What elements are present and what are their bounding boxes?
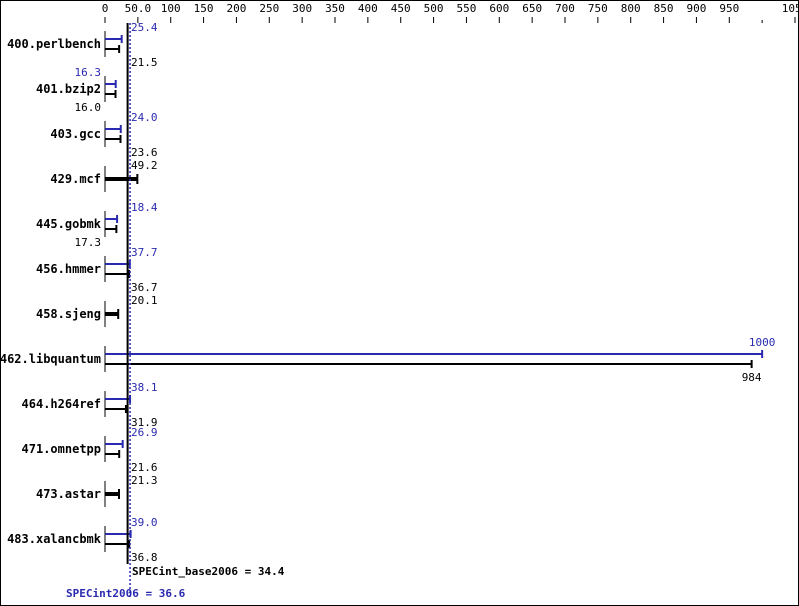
x-tick-label: 50.0 — [125, 2, 152, 15]
x-tick-label: 550 — [456, 2, 476, 15]
value-label-base: 21.6 — [131, 461, 158, 474]
x-tick-label: 850 — [654, 2, 674, 15]
value-label-peak: 39.0 — [131, 516, 158, 529]
benchmark-label: 400.perlbench — [7, 37, 101, 51]
value-label-base: 17.3 — [75, 236, 102, 249]
value-label-base: 984 — [742, 371, 762, 384]
benchmark-label: 473.astar — [36, 487, 101, 501]
x-tick-label: 150 — [194, 2, 214, 15]
benchmark-label: 429.mcf — [50, 172, 101, 186]
value-label-base: 36.7 — [131, 281, 158, 294]
x-tick-label: 450 — [391, 2, 411, 15]
value-label-base: 36.8 — [131, 551, 158, 564]
value-label-base: 16.0 — [75, 101, 102, 114]
value-label-base: 49.2 — [131, 159, 158, 172]
value-label-base: 31.9 — [131, 416, 158, 429]
x-tick-label: 300 — [292, 2, 312, 15]
benchmark-label: 458.sjeng — [36, 307, 101, 321]
value-label-base: 21.5 — [131, 56, 158, 69]
reference-label-base: SPECint_base2006 = 34.4 — [132, 565, 285, 578]
value-label-peak: 25.4 — [131, 21, 158, 34]
reference-label-peak: SPECint2006 = 36.6 — [66, 587, 186, 600]
value-label-base: 23.6 — [131, 146, 158, 159]
x-tick-label: 700 — [555, 2, 575, 15]
x-tick-label: 650 — [522, 2, 542, 15]
x-tick-label: 0 — [102, 2, 109, 15]
x-tick-label: 200 — [226, 2, 246, 15]
value-label-peak: 37.7 — [131, 246, 158, 259]
benchmark-label: 401.bzip2 — [36, 82, 101, 96]
x-tick-label: 750 — [588, 2, 608, 15]
x-tick-label: 250 — [259, 2, 279, 15]
benchmark-label: 403.gcc — [50, 127, 101, 141]
x-tick-label: 350 — [325, 2, 345, 15]
benchmark-label: 471.omnetpp — [22, 442, 101, 456]
value-label-peak: 18.4 — [131, 201, 158, 214]
x-tick-label: 500 — [424, 2, 444, 15]
value-label-peak: 26.9 — [131, 426, 158, 439]
value-label-base: 20.1 — [131, 294, 158, 307]
benchmark-label: 483.xalancbmk — [7, 532, 102, 546]
value-label-peak: 1000 — [749, 336, 776, 349]
x-tick-label: 800 — [621, 2, 641, 15]
value-label-peak: 16.3 — [75, 66, 102, 79]
value-label-peak: 38.1 — [131, 381, 158, 394]
x-tick-label: 900 — [686, 2, 706, 15]
benchmark-label: 464.h264ref — [22, 397, 101, 411]
x-tick-label: 950 — [719, 2, 739, 15]
benchmark-label: 445.gobmk — [36, 217, 102, 231]
x-tick-label: 400 — [358, 2, 378, 15]
value-label-base: 21.3 — [131, 474, 158, 487]
x-tick-label: 100 — [161, 2, 181, 15]
benchmark-label: 456.hmmer — [36, 262, 101, 276]
benchmark-label: 462.libquantum — [1, 352, 101, 366]
x-tick-label: 600 — [489, 2, 509, 15]
value-label-peak: 24.0 — [131, 111, 158, 124]
x-tick-label: 1050 — [782, 2, 798, 15]
